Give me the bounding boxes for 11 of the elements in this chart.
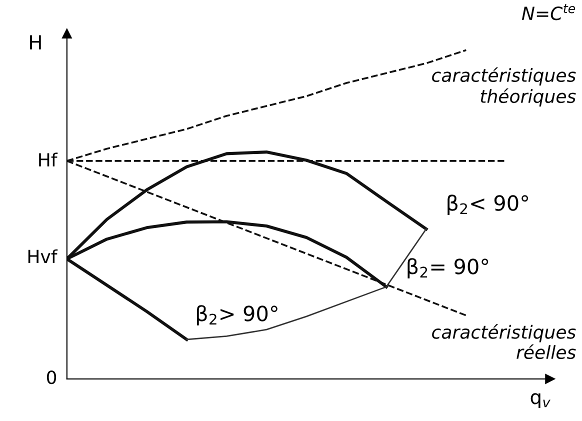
y-axis-title: H [30, 35, 41, 50]
text: Hf [39, 152, 58, 166]
text: Hvf [28, 249, 58, 264]
annotation: caractéristiques théoriques [432, 67, 576, 107]
x-axis-title: q$_{v}$ [530, 393, 550, 408]
text: 0 [46, 370, 56, 384]
series-label: β$_{2}$> 90° [196, 305, 278, 326]
series-label: β$_{2}$= 90° [408, 258, 488, 278]
annotation: caractéristiques réelles [432, 324, 576, 360]
series-label: β$_{2}$< 90° [448, 194, 528, 215]
text: N=C$^{te}$ [522, 4, 576, 20]
